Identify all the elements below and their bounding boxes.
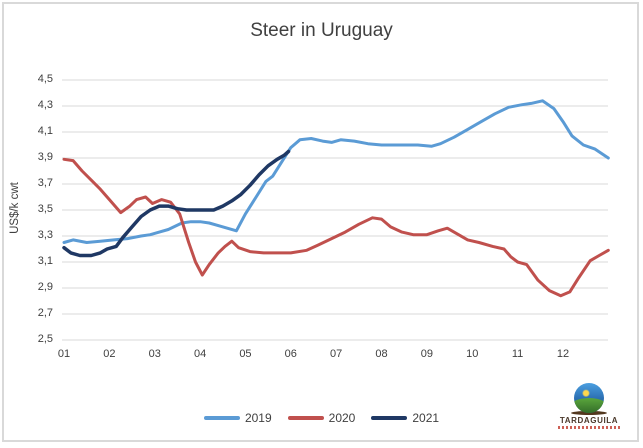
chart-border-frame bbox=[2, 2, 639, 442]
legend-line-swatch bbox=[371, 416, 408, 420]
chart-title: Steer in Uruguay bbox=[250, 20, 393, 41]
tardaguila-logo-base bbox=[571, 411, 607, 415]
x-tick-label: 03 bbox=[148, 348, 161, 360]
y-tick-label: 3,1 bbox=[37, 255, 53, 267]
y-axis-tick-labels: 4,5 4,3 4,1 3,9 3,7 3,5 3,3 3,1 2,9 2,7 2,5 bbox=[0, 0, 55, 448]
y-tick-label: 2,5 bbox=[37, 333, 53, 345]
legend-line-swatch bbox=[287, 416, 324, 420]
legend-label: 2019 bbox=[244, 411, 272, 425]
legend-item-2020: 2020 bbox=[287, 411, 356, 425]
y-tick-label: 4,5 bbox=[37, 73, 53, 85]
y-tick-label: 4,1 bbox=[37, 125, 53, 137]
x-tick-label: 08 bbox=[375, 348, 388, 360]
y-tick-label: 2,9 bbox=[37, 281, 53, 293]
legend-item-2021: 2021 bbox=[371, 411, 439, 425]
x-tick-label: 10 bbox=[466, 348, 479, 360]
legend-label: 2020 bbox=[328, 411, 356, 425]
y-tick-label: 2,7 bbox=[37, 307, 53, 319]
y-tick-label: 3,7 bbox=[37, 177, 53, 189]
x-tick-label: 05 bbox=[239, 348, 252, 360]
x-tick-label: 07 bbox=[330, 348, 343, 360]
legend-line-swatch bbox=[203, 416, 240, 420]
y-tick-label: 4,3 bbox=[37, 99, 53, 111]
tardaguila-logo-subtext-decoration bbox=[558, 426, 620, 429]
tardaguila-globe-icon bbox=[574, 383, 604, 413]
legend-item-2019: 2019 bbox=[203, 411, 272, 425]
x-tick-label: 11 bbox=[511, 348, 524, 360]
y-tick-label: 3,5 bbox=[37, 203, 53, 215]
x-tick-label: 06 bbox=[284, 348, 297, 360]
x-tick-label: 09 bbox=[420, 348, 433, 360]
y-tick-label: 3,3 bbox=[37, 229, 53, 241]
tardaguila-logo-text: TARDAGUILA bbox=[559, 416, 619, 425]
x-tick-label: 04 bbox=[193, 348, 207, 360]
x-tick-label: 01 bbox=[57, 348, 71, 360]
x-tick-label: 02 bbox=[103, 348, 116, 360]
x-tick-label: 12 bbox=[556, 348, 570, 360]
tardaguila-logo: TARDAGUILA bbox=[549, 383, 629, 429]
legend-label: 2021 bbox=[412, 411, 440, 425]
y-tick-label: 3,9 bbox=[37, 151, 53, 163]
legend: 2019 2020 2021 bbox=[0, 411, 643, 425]
